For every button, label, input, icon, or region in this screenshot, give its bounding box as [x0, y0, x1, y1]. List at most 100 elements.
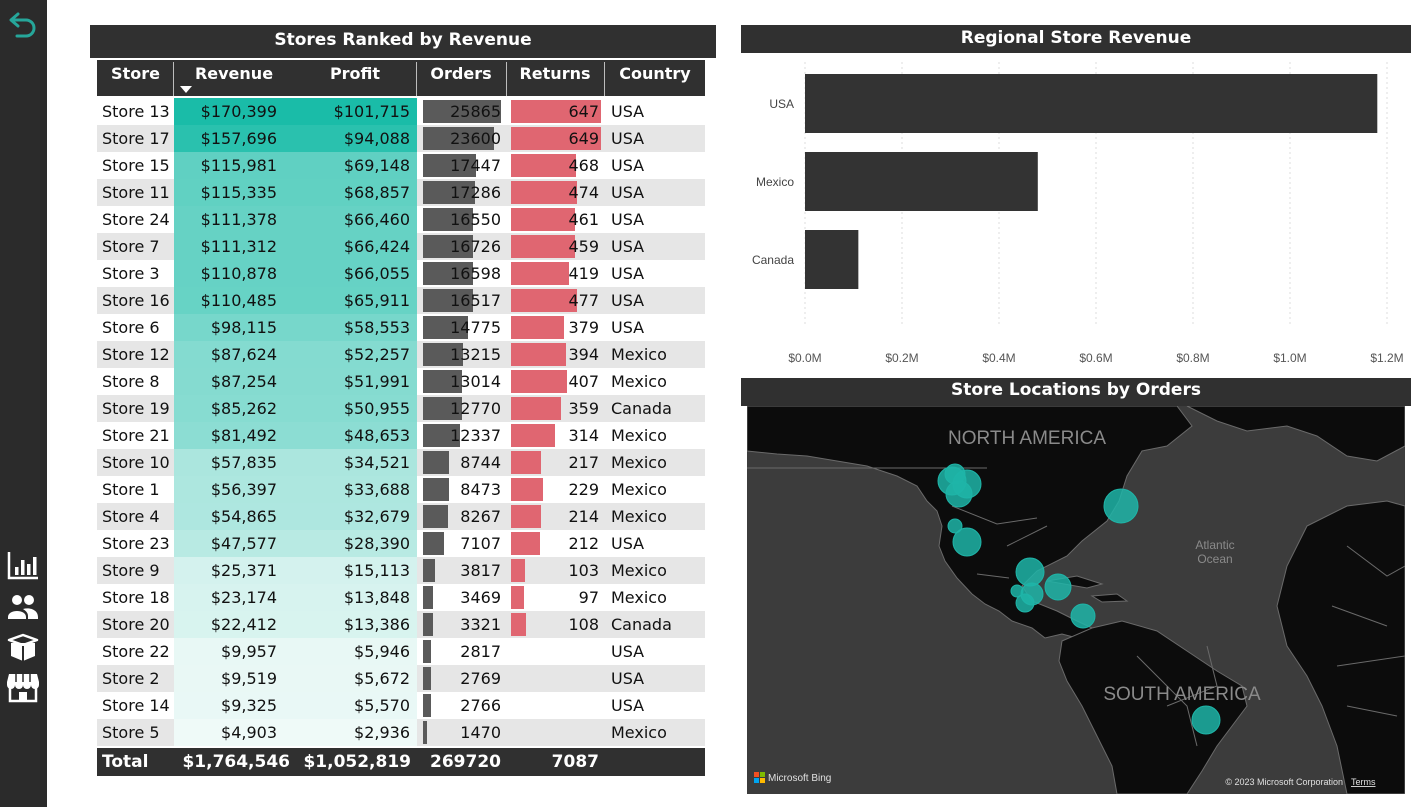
profit-value: $66,424	[343, 237, 410, 256]
bar-usa[interactable]	[805, 74, 1378, 133]
map-bubble[interactable]	[1070, 603, 1096, 629]
regional-revenue-chart: $0.0M $0.2M $0.4M $0.6M $0.8M $1.0M $1.2M USA Me…	[752, 62, 1404, 365]
table-row[interactable]: Store 1 $56,397 $33,688 8473 229 Mexico	[97, 476, 705, 503]
revenue-value: $81,492	[210, 426, 277, 445]
table-row[interactable]: Store 4 $54,865 $32,679 8267 214 Mexico	[97, 503, 705, 530]
table-row[interactable]: Store 12 $87,624 $52,257 13215 394 Mexico	[97, 341, 705, 368]
country-value: Mexico	[611, 453, 667, 472]
store-bubbles[interactable]	[937, 463, 1221, 735]
header-country[interactable]: Country	[619, 64, 691, 83]
profit-value: $5,946	[354, 642, 410, 661]
returns-value: 103	[568, 561, 599, 580]
table-row[interactable]: Store 7 $111,312 $66,424 16726 459 USA	[97, 233, 705, 260]
store-name: Store 17	[102, 129, 170, 148]
table-row[interactable]: Store 16 $110,485 $65,911 16517 477 USA	[97, 287, 705, 314]
table-row[interactable]: Store 5 $4,903 $2,936 1470 Mexico	[97, 719, 705, 746]
profit-value: $34,521	[343, 453, 410, 472]
profit-value: $65,911	[343, 291, 410, 310]
revenue-value: $57,835	[210, 453, 277, 472]
map-bubble[interactable]	[1010, 584, 1024, 598]
store-locations-map[interactable]: NORTH AMERICA Atlantic Ocean SOUTH AMERI…	[747, 406, 1405, 794]
x-tick-label: $0.8M	[1176, 351, 1209, 365]
revenue-heat-cell	[174, 638, 417, 665]
returns-value: 407	[568, 372, 599, 391]
back-arrow-icon[interactable]	[6, 8, 40, 42]
table-body: Store 13 $170,399 $101,715 25865 647 USA Store…	[97, 98, 705, 746]
bar-chart-icon[interactable]	[6, 548, 40, 582]
profit-value: $94,088	[343, 129, 410, 148]
table-row[interactable]: Store 21 $81,492 $48,653 12337 314 Mexico	[97, 422, 705, 449]
map-bubble[interactable]	[1103, 488, 1139, 524]
map-bubble[interactable]	[944, 463, 966, 485]
orders-value: 3469	[460, 588, 501, 607]
orders-data-bar	[423, 397, 462, 420]
table-row[interactable]: Store 11 $115,335 $68,857 17286 474 USA	[97, 179, 705, 206]
orders-value: 8744	[460, 453, 501, 472]
header-orders[interactable]: Orders	[430, 64, 492, 83]
table-row[interactable]: Store 15 $115,981 $69,148 17447 468 USA	[97, 152, 705, 179]
revenue-heat-cell	[174, 260, 417, 287]
map-bubble[interactable]	[1191, 705, 1221, 735]
profit-value: $68,857	[343, 183, 410, 202]
header-revenue[interactable]: Revenue	[194, 64, 274, 83]
revenue-value: $87,624	[210, 345, 277, 364]
people-icon[interactable]	[6, 590, 40, 624]
returns-value: 108	[568, 615, 599, 634]
country-value: Mexico	[611, 480, 667, 499]
revenue-heat-cell	[174, 449, 417, 476]
country-value: Canada	[611, 399, 672, 418]
map-terms-link[interactable]: Terms	[1351, 777, 1376, 787]
returns-value	[507, 638, 601, 665]
returns-value: 419	[568, 264, 599, 283]
table-row[interactable]: Store 10 $57,835 $34,521 8744 217 Mexico	[97, 449, 705, 476]
table-row[interactable]: Store 17 $157,696 $94,088 23600 649 USA	[97, 125, 705, 152]
table-row[interactable]: Store 6 $98,115 $58,553 14775 379 USA	[97, 314, 705, 341]
table-row[interactable]: Store 22 $9,957 $5,946 2817 USA	[97, 638, 705, 665]
table-row[interactable]: Store 14 $9,325 $5,570 2766 USA	[97, 692, 705, 719]
map-bubble[interactable]	[1044, 573, 1072, 601]
map-bubble[interactable]	[1015, 593, 1035, 613]
table-row[interactable]: Store 2 $9,519 $5,672 2769 USA	[97, 665, 705, 692]
revenue-value: $25,371	[210, 561, 277, 580]
table-row[interactable]: Store 20 $22,412 $13,386 3321 108 Canada	[97, 611, 705, 638]
table-row[interactable]: Store 18 $23,174 $13,848 3469 97 Mexico	[97, 584, 705, 611]
category-label: Mexico	[756, 175, 794, 189]
country-value: USA	[611, 291, 645, 310]
africa-land	[1276, 500, 1405, 794]
store-name: Store 16	[102, 291, 170, 310]
orders-value: 2817	[460, 642, 501, 661]
table-row[interactable]: Store 24 $111,378 $66,460 16550 461 USA	[97, 206, 705, 233]
table-row[interactable]: Store 3 $110,878 $66,055 16598 419 USA	[97, 260, 705, 287]
table-row[interactable]: Store 9 $25,371 $15,113 3817 103 Mexico	[97, 557, 705, 584]
map-bubble[interactable]	[1015, 557, 1045, 587]
bar-canada[interactable]	[805, 230, 859, 289]
box-icon[interactable]	[6, 630, 40, 664]
revenue-value: $115,335	[200, 183, 277, 202]
returns-data-bar	[511, 559, 525, 582]
store-name: Store 19	[102, 399, 170, 418]
store-name: Store 3	[102, 264, 160, 283]
map-bubble[interactable]	[945, 480, 973, 508]
orders-data-bar	[423, 478, 449, 501]
total-label: Total	[102, 752, 149, 772]
table-row[interactable]: Store 13 $170,399 $101,715 25865 647 USA	[97, 98, 705, 125]
table-row[interactable]: Store 23 $47,577 $28,390 7107 212 USA	[97, 530, 705, 557]
total-returns: 7087	[551, 752, 599, 772]
map-bubble[interactable]	[952, 527, 982, 557]
header-store[interactable]: Store	[111, 64, 160, 83]
header-returns[interactable]: Returns	[519, 64, 591, 83]
table-row[interactable]: Store 19 $85,262 $50,955 12770 359 Canada	[97, 395, 705, 422]
map-canvas[interactable]: NORTH AMERICA Atlantic Ocean SOUTH AMERI…	[747, 406, 1405, 794]
sort-descending-icon[interactable]	[180, 86, 192, 94]
store-icon[interactable]	[6, 670, 40, 704]
bar-mexico[interactable]	[805, 152, 1038, 211]
map-bubble[interactable]	[947, 518, 963, 534]
revenue-value: $115,981	[200, 156, 277, 175]
revenue-heat-cell	[174, 557, 417, 584]
store-name: Store 14	[102, 696, 170, 715]
revenue-heat-cell	[174, 395, 417, 422]
returns-data-bar	[511, 316, 564, 339]
table-row[interactable]: Store 8 $87,254 $51,991 13014 407 Mexico	[97, 368, 705, 395]
country-value: USA	[611, 669, 645, 688]
header-profit[interactable]: Profit	[329, 64, 381, 83]
